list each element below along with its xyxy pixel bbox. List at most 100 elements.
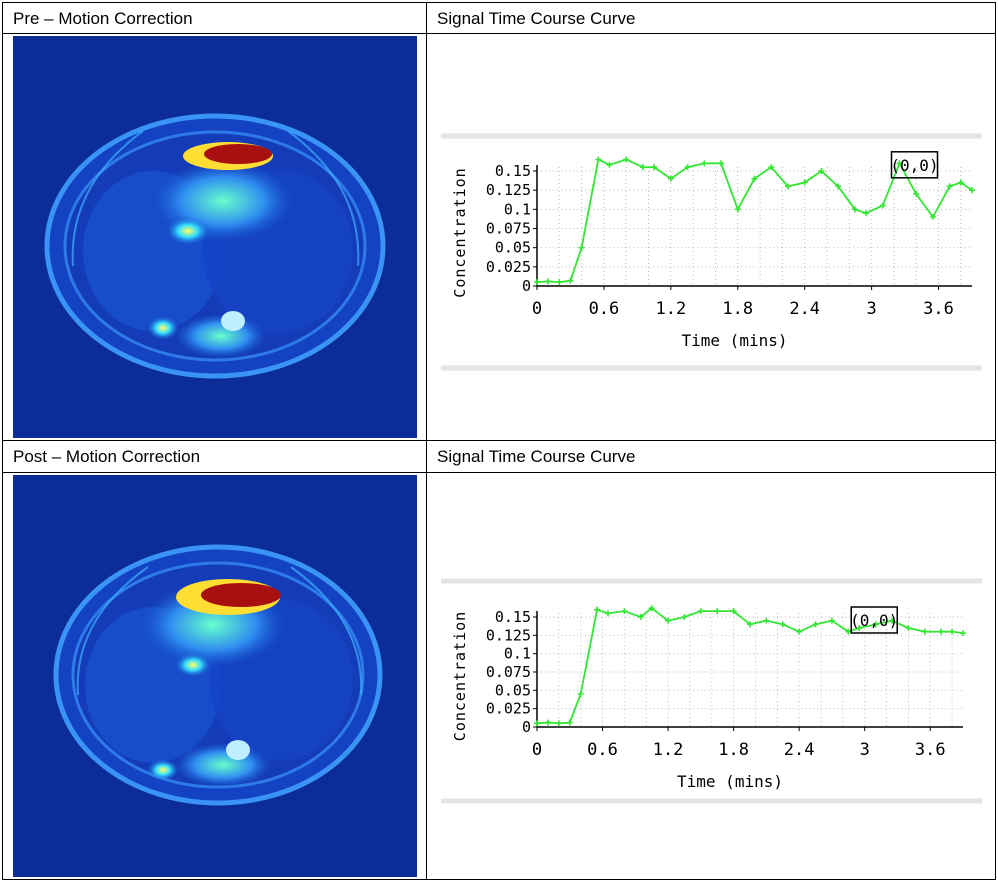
data-point	[734, 206, 741, 213]
y-tick-label: 0.15	[495, 608, 531, 626]
data-point	[534, 279, 540, 286]
y-tick-label: 0.125	[486, 626, 531, 644]
y-axis-label: Concentration	[451, 167, 469, 297]
data-point	[594, 606, 601, 613]
data-point	[566, 719, 573, 726]
x-tick-label: 1.8	[718, 740, 749, 760]
y-tick-label: 0.075	[486, 663, 531, 681]
annotation-label: (0,0)	[890, 156, 938, 175]
y-tick-label: 0	[522, 718, 531, 736]
data-point	[851, 206, 858, 213]
plot-cell-post: 0 0.025 0.05 0.075 0.1 0.125 0.15 0 0.6 1.2 1.8 2.4…	[426, 472, 996, 880]
data-point	[544, 719, 551, 726]
x-axis-label: Time (mins)	[677, 772, 783, 791]
data-point	[856, 625, 863, 631]
y-axis-label: Concentration	[451, 611, 469, 741]
x-tick-label: 0.6	[587, 740, 618, 760]
header-signal-curve-2: Signal Time Course Curve	[426, 440, 996, 474]
data-point	[567, 277, 574, 284]
header-signal-label-2: Signal Time Course Curve	[437, 447, 636, 466]
header-pre-label: Pre – Motion Correction	[13, 9, 193, 28]
y-tick-label: 0.05	[495, 239, 531, 257]
data-point	[938, 628, 945, 635]
data-point	[845, 628, 852, 635]
data-point	[889, 617, 895, 624]
data-point	[595, 156, 602, 163]
x-tick-label: 3	[860, 740, 870, 760]
data-point	[796, 628, 803, 635]
y-tick-label: 0.15	[495, 162, 531, 180]
data-point	[556, 279, 563, 286]
data-point	[747, 621, 753, 628]
data-point	[768, 164, 775, 171]
x-tick-label: 0	[532, 299, 542, 319]
y-tick-label: 0.075	[486, 220, 531, 238]
x-tick-label: 3	[866, 299, 876, 319]
y-tick-label: 0.05	[495, 681, 531, 699]
data-point	[957, 179, 964, 186]
data-point	[697, 608, 704, 615]
data-point	[684, 164, 691, 171]
data-point	[606, 161, 613, 168]
series-line	[536, 158, 973, 284]
y-tick-label: 0.1	[504, 200, 531, 218]
data-point	[730, 608, 737, 615]
data-point	[921, 628, 928, 635]
data-point	[623, 156, 630, 163]
mri-image-pre	[13, 36, 417, 438]
data-point	[681, 614, 688, 620]
x-axis-label: Time (mins)	[682, 331, 788, 350]
annotation-label: (0,0)	[850, 611, 898, 630]
header-pre-motion-correction: Pre – Motion Correction	[2, 2, 428, 35]
data-point	[879, 202, 886, 209]
data-point	[905, 625, 912, 631]
data-point	[949, 628, 956, 635]
data-point	[714, 608, 721, 615]
mri-image-post	[13, 475, 417, 877]
data-point	[637, 614, 644, 620]
annotation-box	[850, 606, 898, 634]
mri-cell-post	[2, 472, 428, 880]
data-point	[718, 160, 725, 167]
series-line	[536, 607, 964, 725]
header-signal-curve-1: Signal Time Course Curve	[426, 2, 996, 35]
data-point	[545, 278, 552, 285]
x-tick-label: 1.8	[722, 299, 753, 319]
data-point	[577, 691, 584, 697]
data-point	[913, 191, 920, 197]
data-point	[667, 175, 674, 182]
x-tick-label: 1.2	[653, 740, 684, 760]
y-tick-label: 0.1	[504, 645, 531, 663]
data-point	[648, 605, 655, 612]
data-point	[929, 214, 936, 220]
y-tick-label: 0.025	[486, 700, 531, 718]
x-tick-label: 3.6	[915, 740, 946, 760]
data-point	[818, 168, 825, 174]
x-tick-label: 2.4	[784, 740, 815, 760]
data-point	[812, 621, 819, 628]
data-point	[605, 610, 611, 617]
data-point	[665, 617, 672, 624]
y-tick-label: 0	[522, 277, 531, 295]
data-point	[863, 210, 870, 217]
data-point	[969, 187, 975, 194]
data-point	[784, 183, 791, 190]
x-tick-label: 0.6	[589, 299, 620, 319]
data-point	[534, 720, 540, 727]
x-tick-label: 2.4	[789, 299, 820, 319]
plot-cell-pre: 0 0.025 0.05 0.075 0.1 0.125 0.15 0 0.6 1.2 1.8 2.4…	[426, 33, 996, 442]
data-point	[779, 621, 786, 628]
y-tick-label: 0.125	[486, 181, 531, 199]
data-point	[960, 630, 966, 637]
x-tick-label: 3.6	[923, 299, 954, 319]
data-point	[555, 720, 562, 727]
data-point	[801, 179, 808, 186]
data-point	[872, 621, 879, 628]
data-point	[828, 617, 835, 624]
data-point	[701, 160, 708, 167]
x-tick-label: 1.2	[655, 299, 686, 319]
data-point	[651, 164, 658, 171]
